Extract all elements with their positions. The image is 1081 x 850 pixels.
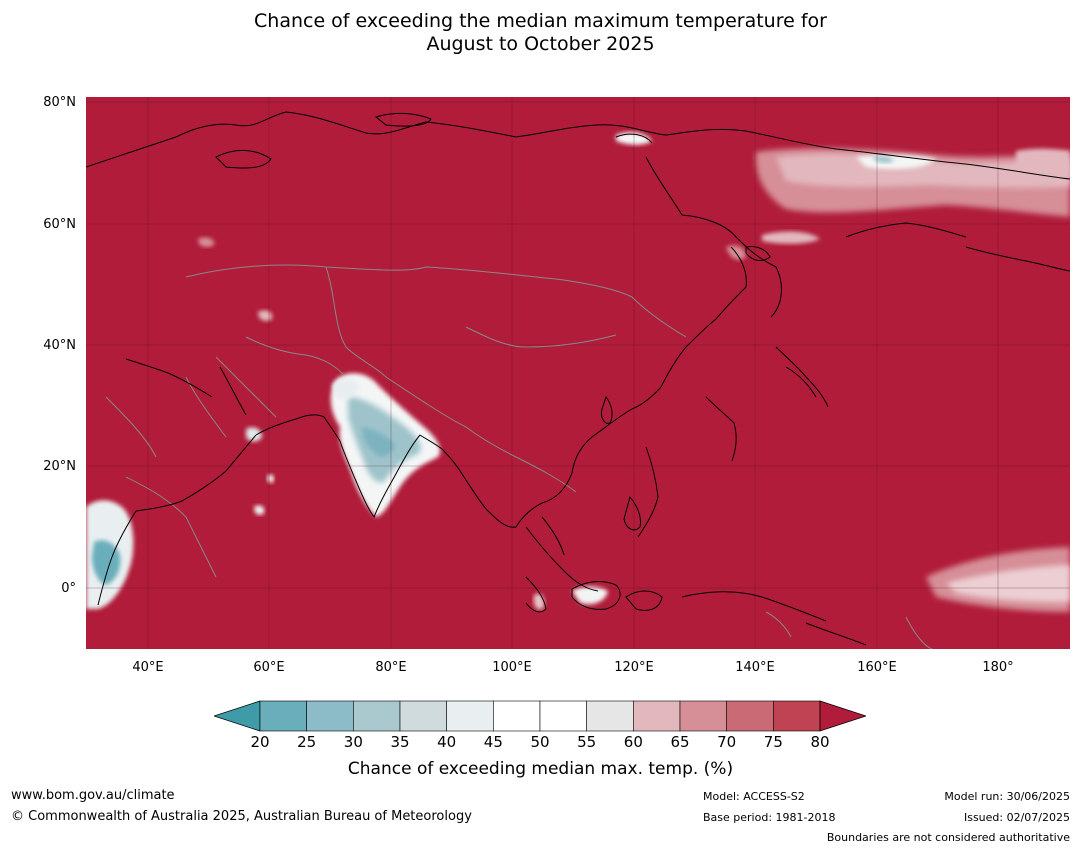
issued-text: Issued: 02/07/2025 <box>963 811 1070 824</box>
alaska-patch <box>1016 148 1070 177</box>
colorbar-tick-label: 70 <box>717 733 737 751</box>
colorbar-segment <box>353 700 401 732</box>
colorbar-label: Chance of exceeding median max. temp. (%… <box>347 759 734 779</box>
colorbar-segment <box>399 700 447 732</box>
colorbar-tick-label: 55 <box>577 733 597 751</box>
lon-label-60e: 60°E <box>253 660 285 675</box>
lat-label-0: 0° <box>61 581 76 596</box>
taymyr-patch <box>616 132 652 145</box>
colorbar-tick-label: 60 <box>623 733 643 751</box>
lat-label-40n: 40°N <box>43 338 76 353</box>
colorbar-segment <box>679 700 727 732</box>
siberia-teal <box>872 156 894 164</box>
country-borders <box>105 264 933 649</box>
lon-label-100e: 100°E <box>492 660 532 675</box>
copyright-text: © Commonwealth of Australia 2025, Austra… <box>11 809 472 824</box>
india-blue-deep <box>362 427 396 457</box>
colorbar-segment <box>259 700 307 732</box>
colorbar-segment <box>726 700 774 732</box>
website-link[interactable]: www.bom.gov.au/climate <box>11 788 175 803</box>
lat-label-20n: 20°N <box>43 459 76 474</box>
arabian-sea-patch <box>267 474 275 483</box>
title-line-1: Chance of exceeding the median maximum t… <box>254 10 827 32</box>
colorbar-segment <box>306 700 354 732</box>
lon-label-180: 180° <box>982 660 1014 675</box>
arabia-patch <box>254 505 265 515</box>
base-period-text: Base period: 1981-2018 <box>703 811 836 824</box>
coastlines <box>86 111 1070 646</box>
red-sea-patch <box>246 427 262 442</box>
map-svg <box>86 97 1070 649</box>
graticule <box>86 97 1070 649</box>
model-text: Model: ACCESS-S2 <box>703 790 805 803</box>
colorbar <box>214 700 866 732</box>
chart-title: Chance of exceeding the median maximum t… <box>0 10 1081 56</box>
colorbar-segment <box>586 700 634 732</box>
east-africa-blue <box>92 540 121 585</box>
lat-label-80n: 80°N <box>43 95 76 110</box>
colorbar-tick-label: 20 <box>250 733 270 751</box>
colorbar-tick-label: 45 <box>483 733 503 751</box>
title-line-2: August to October 2025 <box>426 33 655 55</box>
colorbar-tick-label: 65 <box>670 733 690 751</box>
colorbar-tick-label: 30 <box>343 733 363 751</box>
colorbar-tick-label: 80 <box>810 733 830 751</box>
colorbar-tick-label: 75 <box>763 733 783 751</box>
lon-label-120e: 120°E <box>614 660 654 675</box>
siberia-band-light <box>776 154 1070 188</box>
okhotsk-patch <box>762 231 820 244</box>
lon-label-160e: 160°E <box>857 660 897 675</box>
colorbar-segment <box>493 700 541 732</box>
colorbar-over-arrow <box>819 700 866 732</box>
colorbar-tick-label: 50 <box>530 733 550 751</box>
borneo-patch <box>572 586 608 605</box>
model-run-text: Model run: 30/06/2025 <box>944 790 1070 803</box>
colorbar-segment <box>539 700 587 732</box>
pakistan-region <box>332 378 361 399</box>
forecast-map <box>86 97 1070 649</box>
lon-label-40e: 40°E <box>132 660 164 675</box>
lon-label-140e: 140°E <box>735 660 775 675</box>
lon-label-80e: 80°E <box>375 660 407 675</box>
pacific-band-light <box>946 565 1070 603</box>
caspian-patch <box>258 310 273 321</box>
colorbar-segment <box>446 700 494 732</box>
disclaimer-text: Boundaries are not considered authoritat… <box>826 831 1070 844</box>
colorbar-tick-label: 40 <box>437 733 457 751</box>
lat-label-60n: 60°N <box>43 217 76 232</box>
colorbar-tick-label: 35 <box>390 733 410 751</box>
colorbar-segment <box>633 700 681 732</box>
colorbar-tick-label: 25 <box>297 733 317 751</box>
west-siberia-patch <box>198 237 215 247</box>
colorbar-segment <box>773 700 821 732</box>
colorbar-under-arrow <box>214 700 261 732</box>
